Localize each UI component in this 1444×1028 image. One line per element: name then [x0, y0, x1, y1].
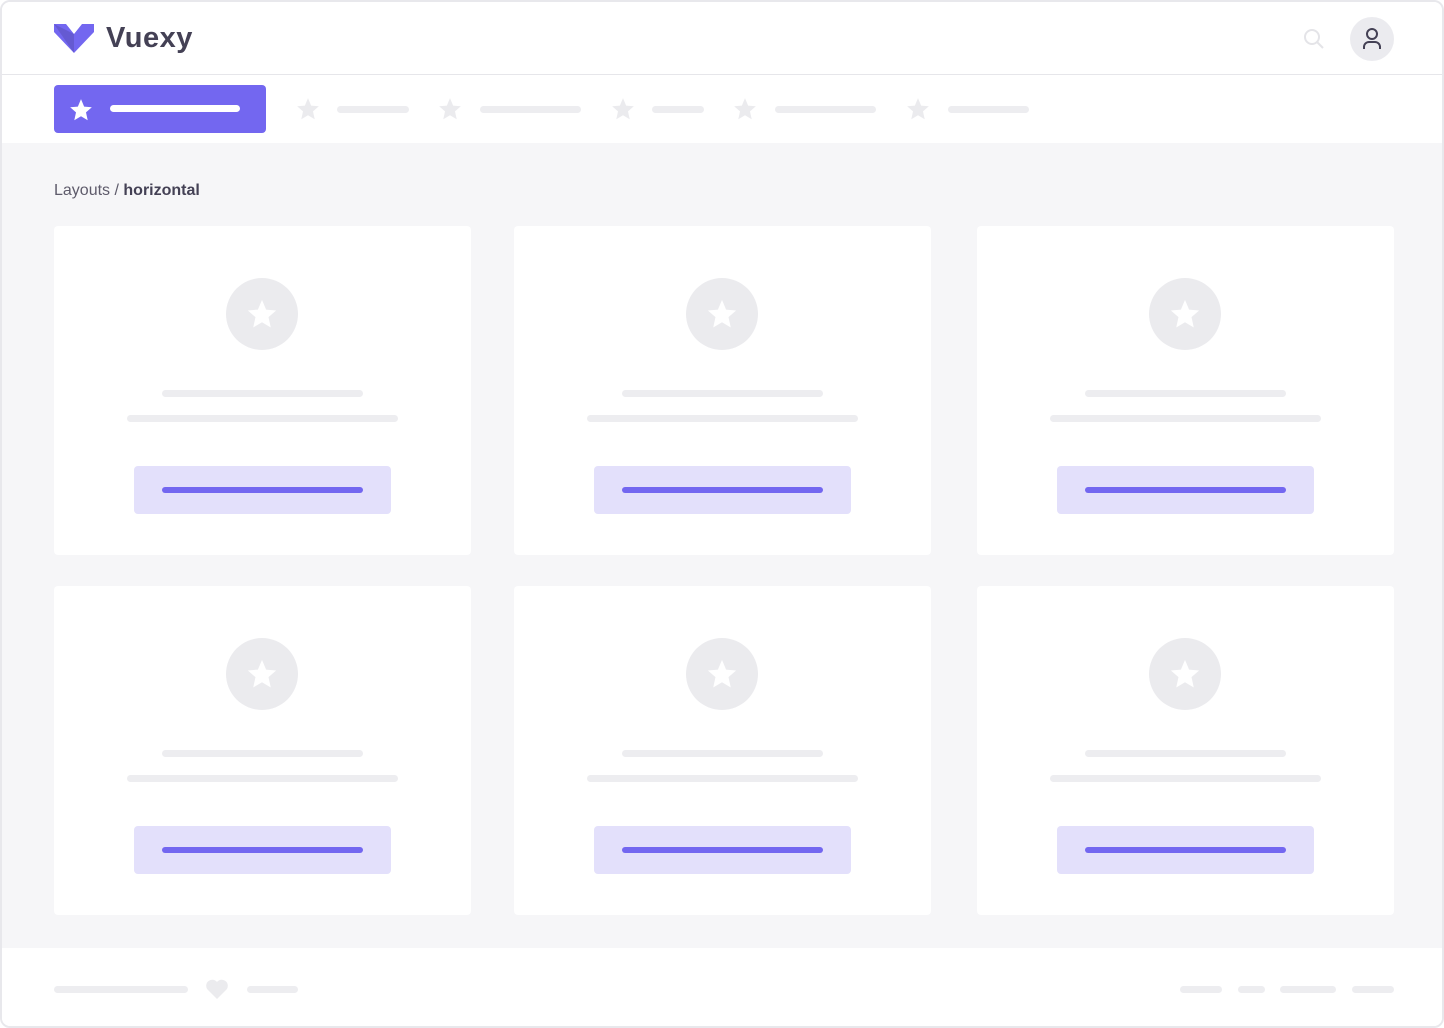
star-icon — [1170, 299, 1200, 328]
star-icon — [439, 98, 461, 120]
footer-link[interactable] — [1280, 986, 1336, 993]
card-text-placeholder — [1050, 415, 1321, 422]
footer-text-placeholder — [247, 986, 298, 993]
horizontal-nav — [2, 75, 1442, 143]
card-text-placeholder — [587, 415, 858, 422]
card-text-placeholder — [1050, 775, 1321, 782]
star-icon — [707, 659, 737, 688]
search-icon[interactable] — [1303, 28, 1325, 50]
star-icon — [612, 98, 634, 120]
star-icon — [734, 98, 756, 120]
main-content: Layouts / horizontal — [2, 143, 1442, 948]
breadcrumb-parent[interactable]: Layouts — [54, 182, 111, 199]
placeholder-card — [977, 586, 1394, 915]
vuexy-logo-icon — [54, 24, 94, 53]
star-icon — [907, 98, 929, 120]
card-button[interactable] — [594, 826, 851, 874]
footer-link[interactable] — [1180, 986, 1222, 993]
brand-name: Vuexy — [106, 22, 193, 54]
card-title-placeholder — [622, 750, 823, 757]
placeholder-card — [54, 226, 471, 555]
card-title-placeholder — [162, 390, 363, 397]
user-icon — [1363, 28, 1381, 49]
card-icon-circle — [226, 638, 298, 710]
card-title-placeholder — [1085, 750, 1286, 757]
header: Vuexy — [2, 2, 1442, 75]
card-button[interactable] — [594, 466, 851, 514]
card-title-placeholder — [1085, 390, 1286, 397]
card-button[interactable] — [134, 466, 391, 514]
nav-item-active[interactable] — [54, 85, 266, 133]
breadcrumb: Layouts / horizontal — [54, 182, 200, 200]
card-icon-circle — [1149, 638, 1221, 710]
card-title-placeholder — [162, 750, 363, 757]
placeholder-card — [514, 586, 931, 915]
card-text-placeholder — [587, 775, 858, 782]
footer — [2, 948, 1442, 1026]
star-icon — [247, 299, 277, 328]
breadcrumb-separator: / — [110, 182, 124, 199]
star-icon — [707, 299, 737, 328]
star-icon — [297, 98, 319, 120]
card-title-placeholder — [622, 390, 823, 397]
breadcrumb-current: horizontal — [123, 182, 200, 199]
card-icon-circle — [686, 638, 758, 710]
footer-text-placeholder — [54, 986, 188, 993]
card-text-placeholder — [127, 415, 398, 422]
footer-link[interactable] — [1352, 986, 1394, 993]
footer-link[interactable] — [1238, 986, 1265, 993]
card-icon-circle — [1149, 278, 1221, 350]
star-icon — [70, 99, 92, 121]
star-icon — [1170, 659, 1200, 688]
heart-icon — [206, 979, 228, 999]
placeholder-card — [54, 586, 471, 915]
placeholder-card — [977, 226, 1394, 555]
card-text-placeholder — [127, 775, 398, 782]
card-button[interactable] — [1057, 826, 1314, 874]
card-icon-circle — [686, 278, 758, 350]
star-icon — [247, 659, 277, 688]
placeholder-card — [514, 226, 931, 555]
card-button[interactable] — [134, 826, 391, 874]
card-icon-circle — [226, 278, 298, 350]
user-avatar-button[interactable] — [1350, 17, 1394, 61]
card-button[interactable] — [1057, 466, 1314, 514]
